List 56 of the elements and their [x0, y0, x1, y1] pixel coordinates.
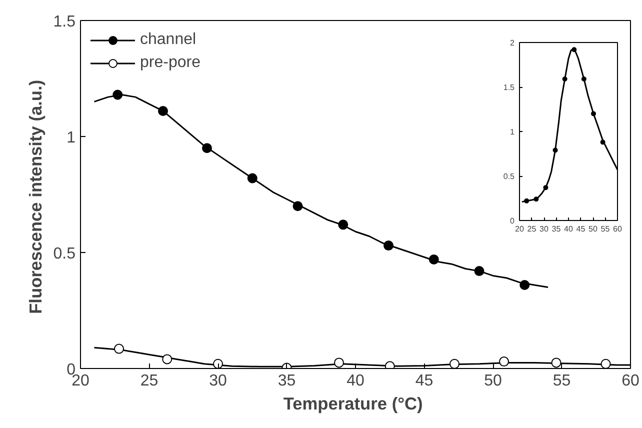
x-tick-label: 30	[209, 372, 227, 390]
y-tick-label: 1	[510, 128, 516, 136]
point	[543, 185, 548, 190]
point	[534, 196, 539, 202]
point	[202, 143, 212, 154]
point	[524, 198, 530, 204]
point	[551, 358, 562, 368]
x-tick-label: 60	[622, 372, 640, 390]
x-tick-label: 40	[564, 224, 574, 234]
x-tick-label: 35	[552, 224, 562, 234]
x-tick-label: 55	[552, 372, 571, 390]
point	[334, 358, 344, 368]
point	[562, 76, 568, 82]
x-tick-label: 40	[346, 372, 364, 390]
x-axis-title: Temperature (°C)	[283, 394, 423, 414]
x-tick-label: 50	[588, 224, 598, 234]
point	[384, 240, 394, 251]
point	[499, 356, 509, 367]
x-tick-label: 30	[540, 224, 549, 234]
x-tick-label: 45	[576, 224, 586, 234]
y-tick-label: 0	[510, 216, 516, 226]
point	[213, 358, 223, 368]
point	[450, 358, 460, 368]
legend-label: pre-pore	[140, 54, 200, 72]
point	[474, 266, 484, 276]
y-tick-label: 1.5	[503, 83, 516, 92]
y-tick-label: 1	[66, 130, 76, 146]
point	[428, 254, 439, 264]
y-tick-label: 0.5	[53, 246, 76, 262]
legend-label: channel	[140, 31, 196, 49]
x-tick-label: 25	[527, 224, 537, 234]
point	[114, 344, 124, 354]
point	[162, 354, 172, 364]
y-tick-label: 2	[510, 38, 516, 48]
point	[520, 280, 530, 290]
point	[600, 358, 611, 368]
x-tick-label: 55	[600, 224, 610, 234]
point	[581, 76, 586, 82]
point	[552, 148, 558, 153]
x-tick-label: 50	[484, 372, 502, 390]
point	[600, 140, 606, 145]
x-tick-label: 25	[140, 372, 158, 390]
point	[112, 90, 123, 100]
x-tick-label: 45	[415, 372, 434, 390]
y-axis-title: Fluorescence intensity (a.u.)	[25, 80, 46, 314]
point	[158, 106, 168, 116]
x-tick-label: 20	[515, 224, 524, 234]
point	[338, 220, 348, 230]
point	[292, 201, 303, 212]
y-tick-label: 1.5	[53, 14, 76, 30]
point	[572, 47, 577, 52]
y-tick-label: 0.5	[503, 172, 516, 181]
x-tick-label: 60	[613, 224, 622, 234]
x-tick-label: 35	[278, 372, 296, 390]
point	[590, 111, 596, 116]
point	[247, 173, 258, 184]
